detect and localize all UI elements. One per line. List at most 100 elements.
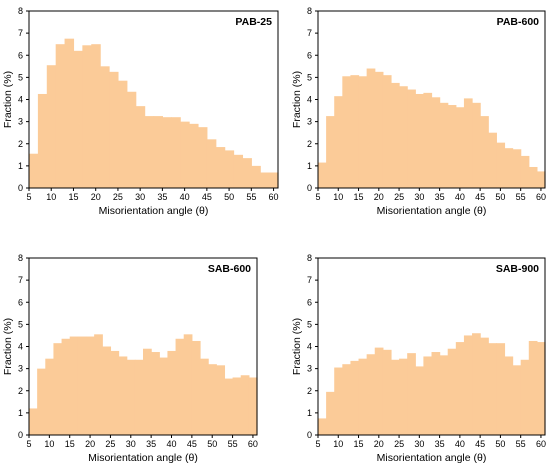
histogram-bar	[472, 333, 481, 435]
x-tick-label: 45	[202, 192, 212, 202]
histogram-bar	[463, 98, 473, 188]
histogram-bar	[488, 343, 497, 435]
histogram-bar	[439, 355, 449, 435]
x-tick-label: 60	[248, 439, 258, 449]
histogram-bar	[151, 352, 160, 435]
y-tick-label: 8	[307, 6, 312, 16]
histogram-bar	[53, 343, 63, 435]
histogram-bar	[512, 365, 522, 435]
histogram-bar	[480, 337, 489, 435]
histogram-bar	[126, 359, 136, 435]
y-tick-label: 2	[18, 139, 23, 149]
x-tick-label: 40	[455, 439, 465, 449]
histogram-bar	[143, 348, 152, 435]
x-tick-label: 50	[224, 192, 234, 202]
y-tick-label: 4	[18, 95, 23, 105]
histogram-bar	[224, 378, 234, 435]
y-tick-label: 5	[307, 319, 312, 329]
x-tick-label: 40	[166, 439, 176, 449]
histogram-bar	[496, 343, 506, 435]
x-tick-label: 50	[495, 439, 505, 449]
histogram-bar	[399, 358, 408, 435]
y-tick-label: 0	[307, 183, 312, 193]
histogram-bar	[29, 153, 39, 188]
histogram-bar	[45, 358, 55, 435]
histogram-bar	[334, 96, 343, 188]
histogram-bar	[180, 121, 190, 189]
y-tick-label: 4	[307, 342, 312, 352]
chart-title: SAB-900	[496, 263, 539, 275]
histogram-bar	[504, 356, 514, 435]
histogram-bar	[358, 358, 368, 435]
x-tick-label: 55	[516, 439, 526, 449]
histogram-bar	[423, 356, 433, 435]
histogram-bar	[216, 365, 226, 435]
x-tick-label: 25	[105, 439, 115, 449]
histogram-bar	[390, 82, 400, 188]
y-tick-label: 1	[307, 408, 312, 418]
histogram-bar	[171, 117, 181, 188]
histogram-bar	[447, 105, 457, 188]
x-tick-label: 15	[65, 439, 75, 449]
y-tick-label: 2	[307, 139, 312, 149]
y-tick-label: 0	[307, 430, 312, 440]
histogram-bar	[94, 334, 103, 435]
histogram-bar	[528, 166, 538, 188]
histogram-bar	[342, 364, 352, 435]
histogram-bar	[496, 142, 506, 188]
histogram-bar	[37, 368, 46, 436]
histogram-bar	[366, 354, 376, 435]
x-tick-label: 35	[435, 439, 445, 449]
x-tick-label: 55	[246, 192, 256, 202]
histogram-bar	[350, 75, 360, 188]
histogram-bar	[233, 154, 244, 188]
histogram-bar	[46, 65, 57, 188]
x-tick-label: 25	[394, 439, 404, 449]
x-tick-label: 10	[44, 439, 54, 449]
histogram-bar	[200, 358, 209, 435]
chart-panel: 5 10 15 20 25 30 35 40 45 50 55 60012345678PAB-600M…	[291, 6, 546, 217]
y-tick-label: 8	[18, 6, 23, 16]
y-tick-label: 6	[307, 50, 312, 60]
histogram-bar	[488, 132, 497, 188]
y-axis-label: Fraction (%)	[291, 71, 303, 128]
y-tick-label: 2	[307, 386, 312, 396]
histogram-bar	[269, 172, 279, 188]
x-tick-label: 35	[146, 439, 156, 449]
x-tick-label: 15	[354, 192, 364, 202]
x-tick-label: 5	[26, 439, 31, 449]
y-tick-label: 1	[18, 161, 23, 171]
histogram-bar	[61, 338, 71, 435]
histogram-bar	[64, 38, 75, 188]
x-tick-label: 30	[414, 439, 424, 449]
y-tick-label: 8	[307, 253, 312, 263]
histogram-bar	[512, 149, 522, 188]
histogram-bar	[126, 91, 137, 188]
histogram-bar	[382, 349, 392, 435]
x-tick-label: 50	[207, 439, 217, 449]
x-tick-label: 45	[475, 439, 485, 449]
chart-panel: 5 10 15 20 25 30 35 40 45 50 55 60012345678SAB-900M…	[291, 253, 546, 464]
x-tick-label: 60	[536, 439, 546, 449]
histogram-bar	[215, 147, 226, 188]
histogram-bar	[135, 106, 146, 188]
histogram-bar	[463, 335, 473, 435]
chart-panel: 5 10 15 20 25 30 35 40 45 50 55 60012345678SAB-600M…	[2, 253, 258, 464]
histogram-bar	[86, 336, 95, 435]
histogram-bar	[134, 359, 144, 435]
y-tick-label: 7	[307, 28, 312, 38]
histogram-bar	[342, 76, 352, 188]
x-tick-label: 60	[269, 192, 279, 202]
x-tick-label: 25	[394, 192, 404, 202]
x-axis-label: Misorientation angle (θ)	[377, 452, 487, 464]
x-tick-label: 20	[91, 192, 101, 202]
histogram-bar	[536, 171, 546, 188]
histogram-bar	[415, 366, 424, 435]
histogram-bar	[374, 71, 384, 188]
histogram-bar	[260, 172, 270, 188]
y-tick-label: 3	[307, 364, 312, 374]
histogram-bar	[144, 116, 155, 188]
histogram-bar	[504, 148, 514, 188]
histogram-bar	[326, 391, 335, 435]
histogram-bar	[191, 340, 201, 435]
